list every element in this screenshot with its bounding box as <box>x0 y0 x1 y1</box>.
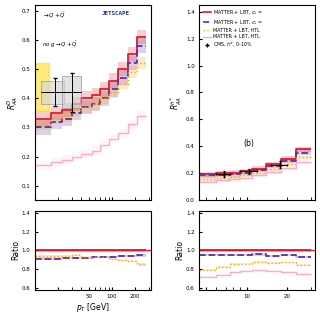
Y-axis label: $R_{AA}^{D}$: $R_{AA}^{D}$ <box>5 95 20 110</box>
Text: JETSCAPE: JETSCAPE <box>102 11 130 16</box>
Bar <box>35 63 49 110</box>
Y-axis label: Ratio: Ratio <box>175 240 185 260</box>
Legend: MATTER + LBT, $c_1 =$, MATTER + LBT, $c_1 =$, MATTER + LBT, HTL, MATTER + LBT, H: MATTER + LBT, $c_1 =$, MATTER + LBT, $c_… <box>202 7 264 50</box>
X-axis label: $p_T$ [GeV]: $p_T$ [GeV] <box>76 301 110 314</box>
Text: $\rightarrow Q + \bar{Q}$: $\rightarrow Q + \bar{Q}$ <box>42 11 66 20</box>
Y-axis label: $R_{AA}^{h^{\pm}}$: $R_{AA}^{h^{\pm}}$ <box>169 95 185 110</box>
Bar <box>61 76 82 108</box>
Text: (b): (b) <box>244 139 254 148</box>
Text: $no\ g \rightarrow Q + \bar{Q}$: $no\ g \rightarrow Q + \bar{Q}$ <box>42 40 78 50</box>
Bar <box>41 81 64 104</box>
Y-axis label: Ratio: Ratio <box>11 240 20 260</box>
